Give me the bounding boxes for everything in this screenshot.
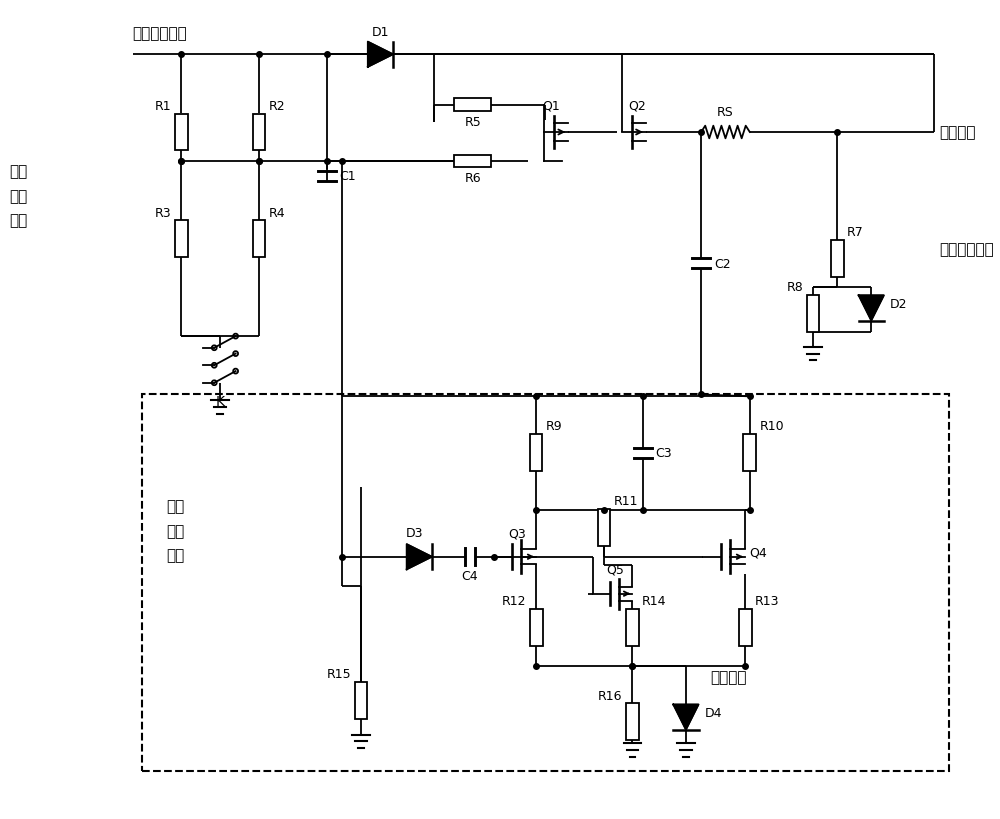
- Text: C4: C4: [462, 570, 478, 582]
- Bar: [175, 115, 188, 152]
- Text: R14: R14: [642, 595, 667, 608]
- Text: R16: R16: [598, 689, 623, 702]
- Bar: [253, 221, 265, 258]
- Text: R6: R6: [464, 172, 481, 185]
- Bar: [253, 115, 265, 152]
- Text: R13: R13: [755, 595, 780, 608]
- Polygon shape: [407, 545, 432, 570]
- Text: R15: R15: [327, 667, 351, 681]
- Text: C1: C1: [340, 170, 356, 183]
- Text: R7: R7: [847, 226, 864, 238]
- Text: C3: C3: [655, 446, 672, 459]
- Bar: [739, 609, 752, 646]
- Text: 配电输出: 配电输出: [939, 125, 976, 140]
- Bar: [355, 682, 367, 719]
- Bar: [454, 156, 491, 168]
- Text: R8: R8: [786, 281, 803, 294]
- Text: R10: R10: [759, 420, 784, 432]
- Text: D1: D1: [372, 25, 389, 38]
- Text: C2: C2: [714, 257, 730, 270]
- Text: Q4: Q4: [750, 545, 767, 559]
- Polygon shape: [859, 296, 884, 321]
- Bar: [807, 296, 819, 333]
- Bar: [598, 509, 610, 546]
- Text: Q3: Q3: [508, 527, 526, 540]
- Bar: [626, 704, 639, 740]
- Text: R4: R4: [269, 206, 285, 219]
- Bar: [142, 395, 949, 771]
- Bar: [530, 435, 542, 472]
- Text: 供电状态遥测: 供电状态遥测: [939, 242, 994, 257]
- Bar: [530, 609, 543, 646]
- Bar: [454, 99, 491, 112]
- Text: R5: R5: [464, 115, 481, 129]
- Text: 电流
采集
电路: 电流 采集 电路: [167, 499, 185, 563]
- Text: D4: D4: [704, 706, 722, 719]
- Text: R9: R9: [546, 420, 562, 432]
- Text: R2: R2: [269, 99, 285, 112]
- Text: R1: R1: [155, 99, 171, 112]
- Text: Q2: Q2: [628, 99, 646, 112]
- Text: D3: D3: [406, 527, 423, 540]
- Text: 功率
驱动
电路: 功率 驱动 电路: [9, 164, 27, 228]
- Bar: [743, 435, 756, 472]
- Bar: [175, 221, 188, 258]
- Text: K: K: [216, 395, 225, 409]
- Polygon shape: [368, 43, 393, 68]
- Text: R12: R12: [502, 595, 527, 608]
- Polygon shape: [673, 704, 699, 730]
- Bar: [626, 609, 639, 646]
- Text: Q5: Q5: [606, 563, 624, 577]
- Text: RS: RS: [717, 106, 734, 120]
- Bar: [831, 241, 844, 278]
- Text: 高压母线输入: 高压母线输入: [133, 25, 187, 41]
- Text: D2: D2: [890, 297, 907, 310]
- Text: 电流遥测: 电流遥测: [710, 669, 747, 684]
- Text: R11: R11: [614, 495, 638, 508]
- Text: R3: R3: [155, 206, 171, 219]
- Text: Q1: Q1: [542, 99, 560, 112]
